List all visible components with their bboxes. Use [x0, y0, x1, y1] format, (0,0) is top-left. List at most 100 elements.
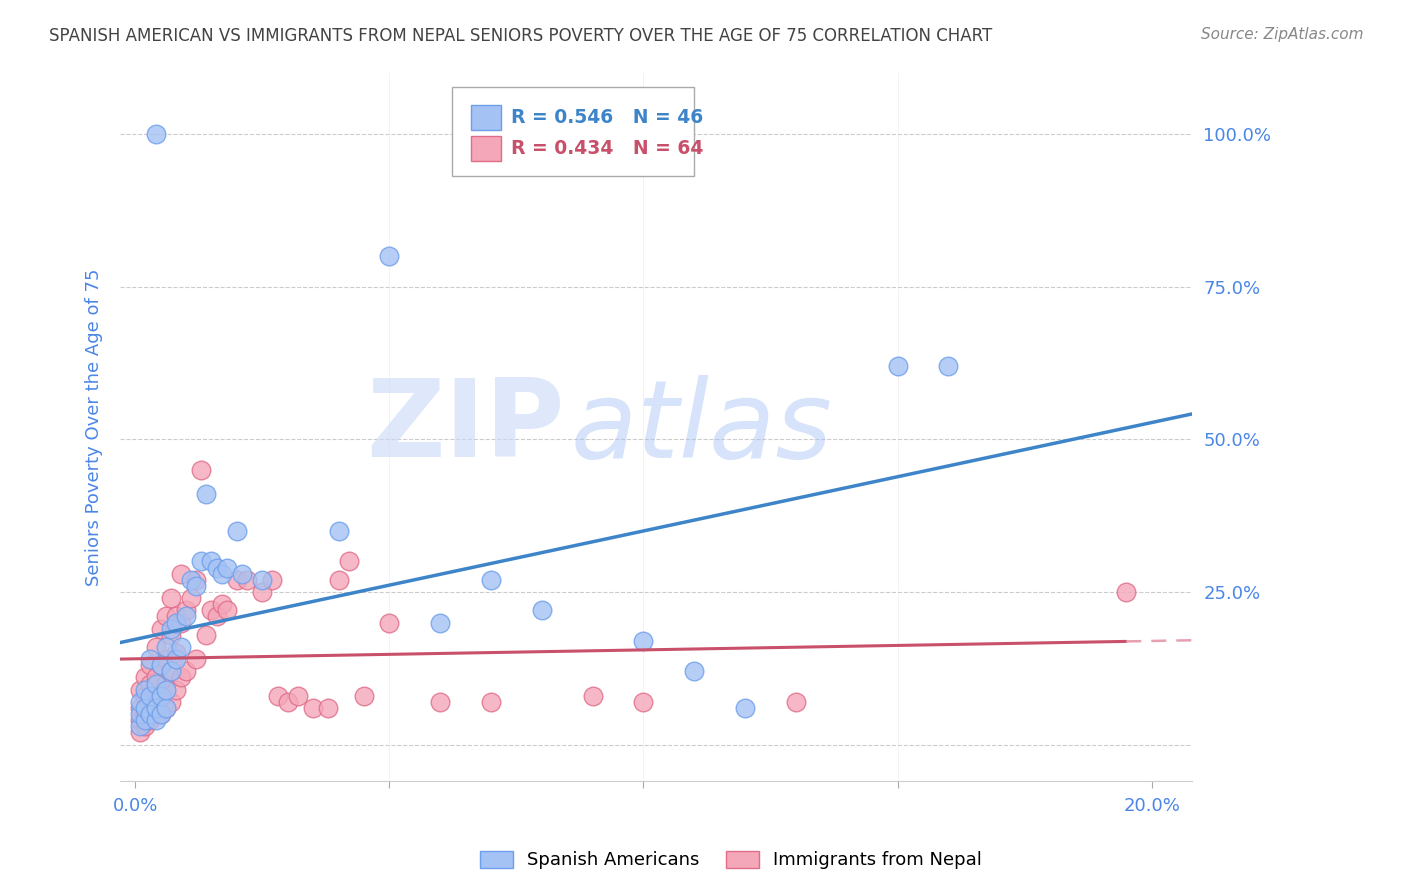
Point — [633, 695, 655, 709]
Point — [190, 554, 212, 568]
Point — [170, 615, 193, 630]
Point — [129, 682, 152, 697]
Point — [145, 127, 167, 141]
Point — [155, 609, 177, 624]
Point — [180, 573, 202, 587]
Point — [266, 689, 288, 703]
Point — [129, 701, 152, 715]
Point — [129, 719, 152, 733]
Point — [145, 701, 167, 715]
Point — [262, 573, 284, 587]
Point — [139, 713, 162, 727]
Point — [145, 689, 167, 703]
FancyBboxPatch shape — [453, 87, 693, 176]
Point — [429, 615, 451, 630]
Point — [190, 463, 212, 477]
Point — [683, 665, 706, 679]
Point — [337, 554, 360, 568]
Point — [155, 682, 177, 697]
Point — [429, 695, 451, 709]
FancyBboxPatch shape — [471, 105, 501, 130]
Point — [134, 719, 156, 733]
Point — [134, 682, 156, 697]
Point — [165, 682, 187, 697]
Point — [149, 622, 172, 636]
Point — [139, 707, 162, 722]
Point — [159, 622, 181, 636]
Text: atlas: atlas — [571, 375, 832, 480]
Point — [139, 676, 162, 690]
Point — [211, 566, 233, 581]
Point — [174, 665, 197, 679]
Text: ZIP: ZIP — [367, 374, 565, 480]
Point — [139, 695, 162, 709]
Point — [195, 628, 218, 642]
Point — [582, 689, 605, 703]
Point — [530, 603, 553, 617]
Point — [134, 707, 156, 722]
Point — [277, 695, 299, 709]
Point — [134, 689, 156, 703]
Point — [186, 652, 208, 666]
Point — [378, 249, 401, 263]
FancyBboxPatch shape — [471, 136, 501, 161]
Point — [1115, 585, 1137, 599]
Point — [479, 695, 502, 709]
Point — [231, 566, 253, 581]
Point — [139, 658, 162, 673]
Point — [165, 652, 187, 666]
Point — [200, 603, 222, 617]
Point — [159, 665, 181, 679]
Point — [186, 573, 208, 587]
Point — [328, 524, 350, 538]
Point — [215, 560, 238, 574]
Legend: Spanish Americans, Immigrants from Nepal: Spanish Americans, Immigrants from Nepal — [471, 842, 991, 879]
Point — [159, 695, 181, 709]
Point — [318, 701, 340, 715]
Point — [205, 609, 228, 624]
Point — [139, 652, 162, 666]
Point — [225, 573, 247, 587]
Point — [170, 566, 193, 581]
Point — [734, 701, 756, 715]
Point — [134, 713, 156, 727]
Point — [287, 689, 309, 703]
Text: R = 0.546   N = 46: R = 0.546 N = 46 — [512, 108, 703, 127]
Point — [149, 658, 172, 673]
Point — [155, 652, 177, 666]
Point — [211, 597, 233, 611]
Point — [180, 591, 202, 606]
Point — [159, 628, 181, 642]
Point — [145, 640, 167, 654]
Point — [886, 359, 908, 373]
Point — [145, 671, 167, 685]
Point — [328, 573, 350, 587]
Point — [155, 676, 177, 690]
Point — [159, 591, 181, 606]
Text: SPANISH AMERICAN VS IMMIGRANTS FROM NEPAL SENIORS POVERTY OVER THE AGE OF 75 COR: SPANISH AMERICAN VS IMMIGRANTS FROM NEPA… — [49, 27, 993, 45]
Point — [149, 658, 172, 673]
Point — [145, 676, 167, 690]
Point — [134, 671, 156, 685]
Point — [145, 707, 167, 722]
Point — [170, 640, 193, 654]
Point — [785, 695, 807, 709]
Point — [129, 707, 152, 722]
Point — [159, 665, 181, 679]
Point — [479, 573, 502, 587]
Point — [149, 689, 172, 703]
Point — [149, 707, 172, 722]
Point — [174, 603, 197, 617]
Point — [252, 573, 274, 587]
Point — [149, 707, 172, 722]
Y-axis label: Seniors Poverty Over the Age of 75: Seniors Poverty Over the Age of 75 — [86, 268, 103, 586]
Point — [195, 487, 218, 501]
Point — [155, 701, 177, 715]
Point — [938, 359, 960, 373]
Point — [145, 713, 167, 727]
Point — [633, 633, 655, 648]
Point — [155, 640, 177, 654]
Point — [378, 615, 401, 630]
Point — [129, 695, 152, 709]
Point — [165, 609, 187, 624]
